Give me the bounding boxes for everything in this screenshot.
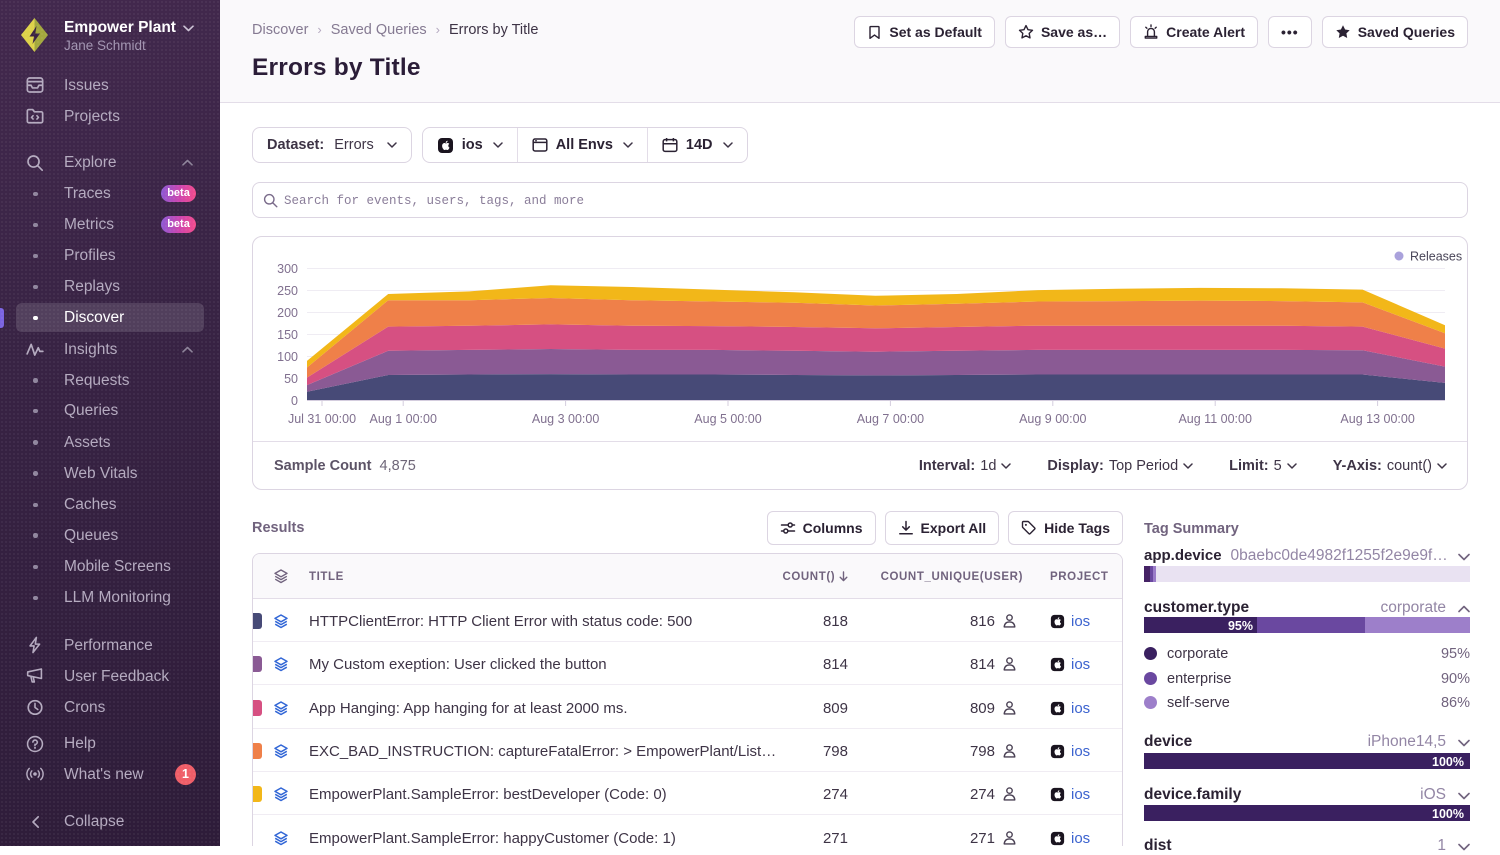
svg-text:150: 150: [277, 328, 298, 342]
svg-text:Aug 7 00:00: Aug 7 00:00: [857, 412, 924, 426]
svg-text:Aug 9 00:00: Aug 9 00:00: [1019, 412, 1086, 426]
svg-text:Aug 11 00:00: Aug 11 00:00: [1178, 412, 1251, 426]
svg-text:200: 200: [277, 306, 298, 320]
svg-text:Aug 13 00:00: Aug 13 00:00: [1340, 412, 1414, 426]
svg-text:Aug 3 00:00: Aug 3 00:00: [532, 412, 599, 426]
svg-text:Jul 31 00:00: Jul 31 00:00: [288, 412, 356, 426]
svg-text:Releases: Releases: [1410, 250, 1462, 264]
svg-text:0: 0: [291, 394, 298, 408]
svg-text:300: 300: [277, 262, 298, 276]
svg-text:50: 50: [284, 372, 298, 386]
svg-text:Aug 1 00:00: Aug 1 00:00: [369, 412, 436, 426]
svg-text:100: 100: [277, 350, 298, 364]
svg-text:250: 250: [277, 284, 298, 298]
svg-text:Aug 5 00:00: Aug 5 00:00: [694, 412, 761, 426]
